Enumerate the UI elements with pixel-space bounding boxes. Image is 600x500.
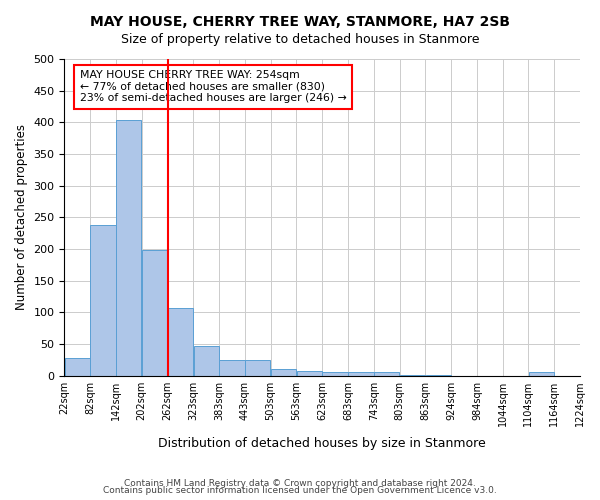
Bar — [374, 372, 399, 376]
Bar — [220, 360, 245, 376]
Y-axis label: Number of detached properties: Number of detached properties — [15, 124, 28, 310]
Bar — [400, 375, 425, 376]
Bar — [245, 360, 271, 376]
Bar — [529, 372, 554, 376]
Bar — [194, 346, 219, 376]
Text: MAY HOUSE CHERRY TREE WAY: 254sqm
← 77% of detached houses are smaller (830)
23%: MAY HOUSE CHERRY TREE WAY: 254sqm ← 77% … — [80, 70, 347, 103]
Bar — [348, 372, 374, 376]
Bar — [296, 371, 322, 376]
Text: Contains HM Land Registry data © Crown copyright and database right 2024.: Contains HM Land Registry data © Crown c… — [124, 478, 476, 488]
Bar — [271, 369, 296, 376]
Bar — [322, 372, 348, 376]
Text: MAY HOUSE, CHERRY TREE WAY, STANMORE, HA7 2SB: MAY HOUSE, CHERRY TREE WAY, STANMORE, HA… — [90, 15, 510, 29]
X-axis label: Distribution of detached houses by size in Stanmore: Distribution of detached houses by size … — [158, 437, 486, 450]
Bar — [91, 226, 116, 376]
Bar — [116, 120, 142, 376]
Bar — [142, 250, 167, 376]
Bar — [168, 308, 193, 376]
Text: Contains public sector information licensed under the Open Government Licence v3: Contains public sector information licen… — [103, 486, 497, 495]
Bar — [65, 358, 90, 376]
Bar — [425, 375, 451, 376]
Text: Size of property relative to detached houses in Stanmore: Size of property relative to detached ho… — [121, 32, 479, 46]
